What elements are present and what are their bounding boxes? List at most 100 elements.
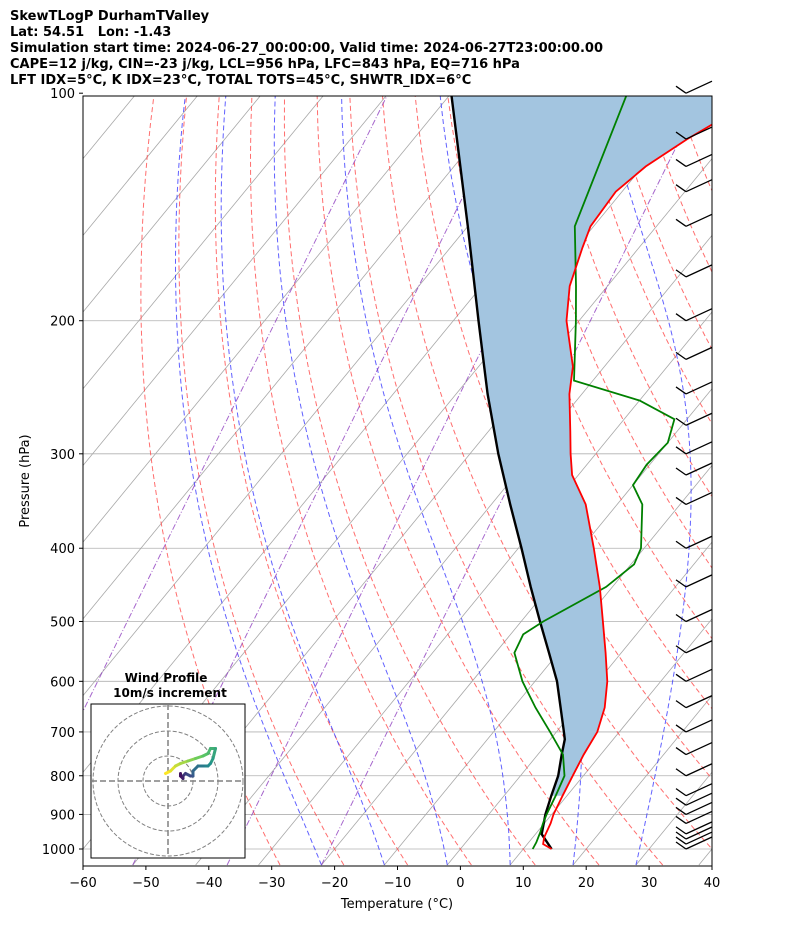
wind-barb-flag	[675, 797, 687, 806]
isotherm-line	[83, 96, 387, 467]
wind-barb-staff	[685, 801, 713, 816]
isotherm-line	[83, 96, 513, 620]
wind-barb-flag	[675, 579, 687, 588]
inset-subtitle: 10m/s increment	[113, 686, 227, 700]
wind-barb-staff	[685, 213, 713, 227]
cape-area	[451, 96, 712, 796]
moist-adiabat	[341, 96, 511, 866]
isotherm-line	[762, 93, 794, 865]
wind-barb-flag	[675, 417, 687, 426]
wind-barb-staff	[685, 608, 713, 623]
wind-barb-flag	[675, 218, 687, 227]
isotherm-line	[572, 694, 712, 866]
y-axis-label: Pressure (hPa)	[18, 434, 33, 527]
wind-barb-staff	[685, 826, 713, 840]
wind-barb-staff	[685, 179, 713, 193]
x-tick-label: 20	[578, 876, 595, 891]
y-tick-label: 300	[50, 448, 75, 463]
isotherm-line	[83, 96, 198, 236]
y-tick-label: 100	[50, 87, 75, 102]
dry-adiabat	[577, 96, 712, 425]
dry-adiabat	[708, 96, 712, 106]
x-tick-label: 0	[456, 876, 464, 891]
isotherm-line	[83, 96, 261, 313]
y-tick-label: 400	[50, 542, 75, 557]
x-axis-label: Temperature (°C)	[340, 897, 453, 912]
wind-barb-flag	[675, 806, 687, 815]
isotherm-line	[83, 96, 450, 543]
wind-barb-flag	[675, 467, 687, 476]
inset-title: Wind Profile	[125, 671, 208, 685]
chart-header: SkewTLogP DurhamTValley Lat: 54.51 Lon: …	[10, 9, 603, 89]
dry-adiabat	[414, 96, 712, 780]
wind-barb-flag	[675, 831, 687, 840]
x-tick-label: −40	[195, 876, 222, 891]
dry-adiabat	[249, 96, 472, 866]
dry-adiabat	[773, 93, 794, 865]
inset-content	[91, 704, 245, 858]
wind-barb-flag	[675, 747, 687, 756]
wind-barb-staff	[685, 668, 713, 682]
wind-barb-flag	[675, 540, 687, 549]
isotherm-line	[258, 311, 712, 866]
wind-barb-flag	[675, 724, 687, 733]
wind-barb-flag	[675, 826, 687, 835]
y-tick-label: 600	[50, 675, 75, 690]
dry-adiabat	[643, 96, 712, 274]
wind-barb-flag	[675, 496, 687, 505]
wind-barbs	[675, 80, 713, 850]
moist-adiabat	[602, 96, 692, 866]
grid-lines	[0, 93, 794, 866]
wind-barb-flag	[675, 788, 687, 797]
isotherm-line	[635, 771, 712, 866]
wind-barb-staff	[685, 412, 713, 426]
location-line: Lat: 54.51 Lon: -1.43	[10, 25, 172, 40]
wind-barb-staff	[685, 264, 713, 278]
isotherm-line	[384, 464, 712, 866]
wind-barb-staff	[685, 783, 713, 797]
wind-barb-flag	[675, 131, 687, 140]
x-tick-label: −10	[384, 876, 411, 891]
wind-barb-staff	[685, 381, 713, 395]
wind-barb-flag	[675, 673, 687, 682]
wind-barb-flag	[675, 184, 687, 193]
x-tick-label: 10	[515, 876, 532, 891]
wind-barb-staff	[685, 695, 713, 709]
wind-barb-flag	[675, 841, 687, 850]
wind-barb-staff	[685, 640, 713, 654]
wind-barb-flag	[675, 351, 687, 360]
x-tick-label: −20	[321, 876, 348, 891]
mixing-ratio-line	[83, 96, 388, 713]
wind-barb-staff	[685, 792, 713, 806]
y-tick-label: 500	[50, 615, 75, 630]
dry-adiabat	[675, 96, 712, 193]
wind-barb-flag	[675, 768, 687, 777]
wind-barb-flag	[675, 158, 687, 167]
y-tick-label: 1000	[42, 843, 75, 858]
y-tick-label: 700	[50, 726, 75, 741]
wind-barb-flag	[675, 613, 687, 623]
y-tick-label: 800	[50, 770, 75, 785]
dry-adiabat	[741, 93, 794, 865]
cape-shading	[451, 96, 712, 796]
indices-line-2: LFT IDX=5°C, K IDX=23°C, TOTAL TOTS=45°C…	[10, 73, 472, 88]
wind-barb-staff	[685, 441, 713, 455]
moist-adiabat	[220, 96, 385, 866]
wind-barb-flag	[675, 85, 687, 94]
plot-area	[0, 93, 794, 866]
wind-barb-flag	[675, 386, 687, 395]
wind-barb-staff	[685, 836, 713, 850]
wind-barb-staff	[685, 462, 713, 476]
isotherm-line	[0, 93, 74, 865]
wind-barb-staff	[685, 491, 713, 505]
wind-barb-flag	[675, 815, 687, 824]
wind-barb-flag	[675, 313, 687, 322]
dry-adiabat	[214, 96, 409, 866]
isotherm-line	[698, 848, 712, 866]
isotherm-line	[83, 96, 324, 390]
x-axis: −60 −50 −40 −30 −20 −10 0 10 20 30 40	[69, 866, 720, 891]
wind-barb-staff	[685, 763, 713, 777]
isotherm-line	[509, 618, 712, 866]
hodograph-segment	[211, 747, 217, 760]
